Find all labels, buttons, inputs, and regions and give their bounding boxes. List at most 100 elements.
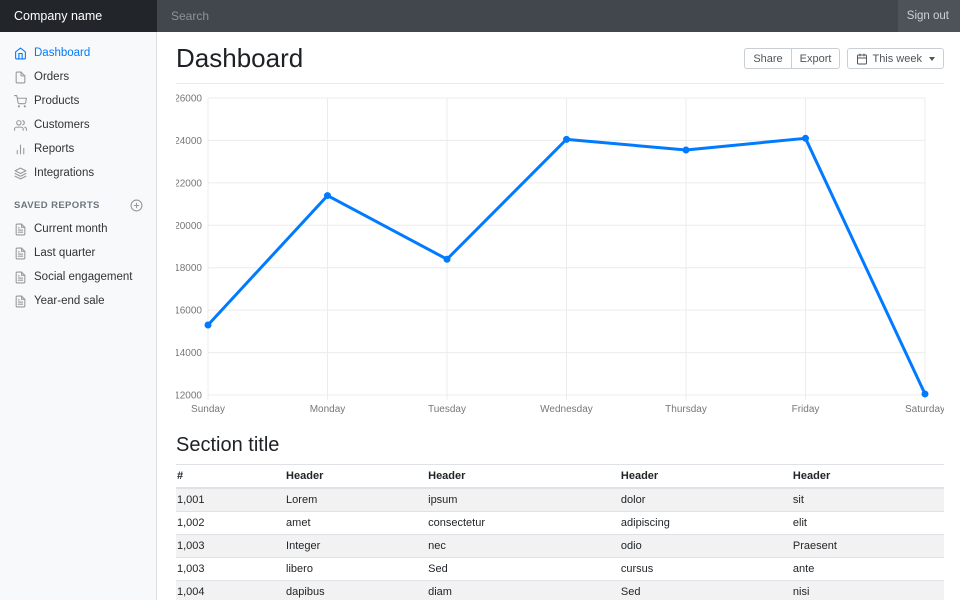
saved-report-social-engagement[interactable]: Social engagement [0, 265, 157, 289]
period-dropdown-button[interactable]: This week [847, 48, 944, 69]
table-cell: elit [791, 510, 944, 535]
x-tick-label: Friday [792, 404, 820, 415]
weekly-line-chart[interactable]: 12000 14000 16000 18000 20000 22000 24000 26000… [176, 84, 944, 418]
file-text-icon [14, 223, 27, 236]
x-tick-label: Wednesday [540, 404, 593, 415]
table-cell: 1,003 [176, 533, 286, 558]
saved-report-current-month[interactable]: Current month [0, 217, 157, 241]
sidebar-item-orders[interactable]: Orders [0, 65, 157, 89]
table-cell: dapibus [285, 579, 428, 600]
table-cell: nisi [791, 579, 944, 600]
sidebar-item-label: Orders [34, 71, 70, 83]
file-icon [14, 71, 27, 84]
sidebar-item-products[interactable]: Products [0, 89, 157, 113]
page-title: Dashboard [176, 43, 304, 73]
layers-icon [14, 167, 27, 180]
chart-point-monday[interactable] [324, 191, 331, 199]
sidebar-item-label: Current month [34, 223, 108, 235]
table-cell: Sed [619, 579, 792, 600]
table-cell: 1,004 [176, 579, 286, 600]
share-button[interactable]: Share [744, 48, 791, 69]
table-row: 1,003 libero Sed cursus ante [176, 556, 944, 581]
y-tick-label: 12000 [176, 390, 202, 401]
column-header-4: Header [791, 463, 944, 489]
search-input[interactable] [157, 0, 898, 32]
table-cell: Lorem [286, 493, 318, 506]
home-icon [14, 47, 27, 60]
sidebar-item-integrations[interactable]: Integrations [0, 161, 157, 185]
y-tick-label: 26000 [176, 93, 202, 104]
sidebar-item-label: Social engagement [34, 271, 133, 283]
saved-reports-heading: SAVED REPORTS [14, 200, 100, 211]
x-tick-label: Thursday [665, 404, 707, 415]
saved-reports-header: SAVED REPORTS [0, 185, 157, 217]
y-tick-label: 16000 [176, 305, 202, 316]
table-cell: ante [791, 556, 944, 581]
saved-reports-nav: Current month Last quarter Social engageme… [0, 217, 157, 313]
bar-chart-icon [14, 143, 27, 156]
sidebar-nav: Dashboard Orders Products Customers Reports I… [0, 41, 157, 185]
column-header-3: Header [619, 463, 792, 489]
sidebar: Dashboard Orders Products Customers Reports I… [0, 32, 157, 600]
chart-point-thursday[interactable] [682, 146, 690, 154]
sidebar-item-label: Last quarter [34, 247, 96, 259]
sidebar-item-reports[interactable]: Reports [0, 137, 157, 161]
section-title: Section title [176, 433, 280, 456]
table-cell: ipsum [428, 493, 458, 506]
table-cell: 1,002 [176, 510, 286, 535]
saved-report-last-quarter[interactable]: Last quarter [0, 241, 157, 265]
sidebar-item-label: Integrations [34, 167, 95, 179]
sidebar-item-customers[interactable]: Customers [0, 113, 157, 137]
table-cell: odio [619, 533, 792, 558]
table-cell: 1,001 [177, 493, 205, 506]
table-cell: sit [792, 493, 804, 506]
table-cell: diam [427, 579, 620, 600]
period-label: This week [872, 52, 922, 65]
sidebar-item-label: Customers [34, 119, 90, 131]
table-body: 1,001 Lorem ipsum dolor sit 1,002 amet consecte… [176, 487, 944, 600]
table-cell: Praesent [791, 533, 944, 558]
table-row: 1,001 Lorem ipsum dolor sit [176, 487, 944, 512]
top-navbar: Company name Sign out [0, 0, 960, 32]
file-text-icon [14, 295, 27, 308]
data-table: # Header Header Header Header 1,001 Lorem ipsu… [176, 463, 944, 600]
brand-link[interactable]: Company name [0, 0, 157, 32]
chart-point-saturday[interactable] [921, 390, 929, 398]
file-text-icon [14, 247, 27, 260]
table-cell: Integer [285, 533, 428, 558]
table-cell: nec [427, 533, 620, 558]
table-cell: libero [285, 556, 428, 581]
chart-point-sunday[interactable] [204, 321, 212, 329]
users-icon [14, 119, 27, 132]
table-cell: Sed [427, 556, 620, 581]
main-content: Dashboard Share Export This week 12000 14… [157, 32, 960, 600]
export-button[interactable]: Export [790, 48, 841, 69]
chart-point-tuesday[interactable] [443, 255, 451, 263]
table-cell: adipiscing [619, 510, 792, 535]
column-header-1: Header [285, 463, 428, 489]
y-tick-label: 22000 [176, 178, 202, 189]
x-tick-label: Tuesday [428, 404, 466, 415]
x-tick-label: Monday [310, 404, 346, 415]
toolbar: Share Export This week [744, 48, 944, 69]
chart-point-friday[interactable] [802, 134, 809, 142]
chart-point-wednesday[interactable] [563, 135, 570, 143]
table-cell: cursus [619, 556, 792, 581]
table-row: 1,002 amet consectetur adipiscing elit [176, 510, 944, 535]
column-header-2: Header [427, 463, 620, 489]
plus-circle-icon[interactable] [130, 199, 143, 212]
table-cell: consectetur [427, 510, 620, 535]
page-header: Dashboard Share Export This week [176, 32, 944, 84]
sidebar-item-label: Products [34, 95, 80, 107]
sidebar-item-label: Year-end sale [34, 295, 105, 307]
table-row: 1,003 Integer nec odio Praesent [176, 533, 944, 558]
sidebar-item-label: Dashboard [34, 47, 91, 59]
caret-down-icon [929, 56, 935, 61]
sidebar-item-dashboard[interactable]: Dashboard [0, 41, 157, 65]
sign-out-link[interactable]: Sign out [906, 10, 949, 22]
y-tick-label: 20000 [176, 220, 202, 231]
x-tick-label: Saturday [905, 404, 944, 415]
table-head: # Header Header Header Header [176, 463, 944, 489]
table-cell: 1,003 [176, 556, 286, 581]
saved-report-year-end-sale[interactable]: Year-end sale [0, 289, 157, 313]
